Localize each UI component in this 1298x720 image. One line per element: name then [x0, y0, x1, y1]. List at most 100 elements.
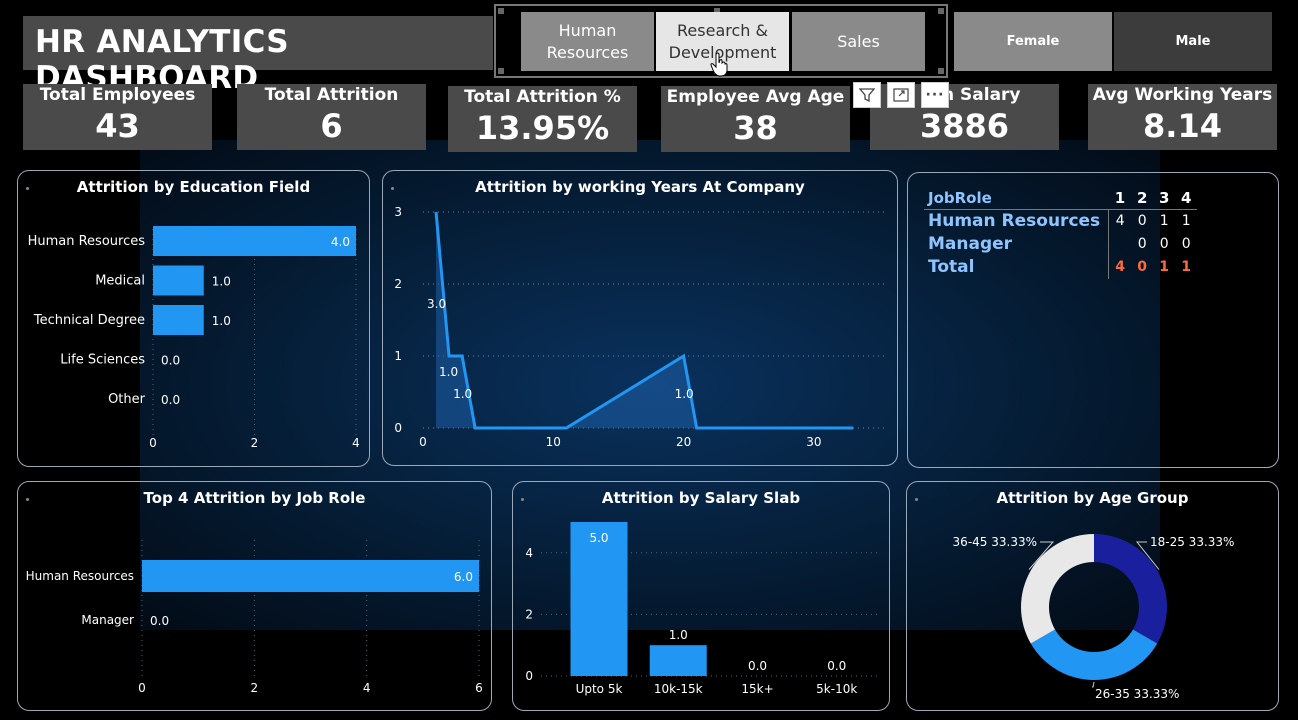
y-tick-label: 3: [394, 205, 402, 219]
working-years-chart-card[interactable]: Attrition by working Years At Company 0 1…: [382, 170, 898, 466]
bar: [649, 645, 707, 676]
chart-title: Attrition by Education Field: [76, 178, 311, 196]
resize-handle[interactable]: [938, 8, 944, 14]
data-label: 0.0: [161, 354, 180, 368]
resize-handle[interactable]: [498, 8, 504, 14]
resize-handle[interactable]: [714, 8, 720, 14]
x-tick-label: 30: [806, 435, 821, 449]
y-tick-label: 2: [394, 277, 402, 291]
matrix-total-cell: 1: [1159, 259, 1170, 275]
area-fill: [436, 212, 853, 428]
kpi-avg-working-years: Avg Working Years 8.14: [1088, 84, 1277, 150]
category-label: Upto 5k: [576, 682, 623, 696]
bar: [153, 226, 356, 256]
matrix-row[interactable]: Human Resources 4 0 1 1: [924, 209, 1197, 233]
x-tick-label: 0: [138, 681, 146, 695]
more-options-icon[interactable]: ···: [921, 82, 949, 108]
data-label: 1.0: [212, 275, 231, 289]
job-role-chart-card[interactable]: Top 4 Attrition by Job Role 0 2 4 6 Human Re…: [17, 481, 492, 711]
category-label: Medical: [95, 274, 145, 289]
matrix-header-col[interactable]: 4: [1175, 187, 1198, 210]
kpi-total-attrition-percent: Total Attrition % 13.95%: [448, 86, 637, 152]
matrix-cell: 0: [1159, 236, 1169, 252]
x-tick-label: 10: [546, 435, 561, 449]
hand-cursor-icon: [710, 52, 728, 77]
data-label: 0.0: [827, 659, 846, 673]
department-slicer-sales[interactable]: Sales: [792, 12, 925, 71]
donut-slice: [1021, 534, 1094, 644]
data-label: 6.0: [454, 570, 473, 584]
salary-slab-chart-card[interactable]: Attrition by Salary Slab 0 2 4 5.0 Upto 5k 1.…: [512, 481, 890, 711]
resize-handle[interactable]: [498, 68, 504, 74]
data-label: 4.0: [331, 235, 350, 249]
matrix-cell: 4: [1108, 209, 1132, 233]
dashboard-title: HR ANALYTICS DASHBOARD: [35, 24, 289, 96]
x-tick-label: 0: [149, 436, 157, 450]
x-tick-label: 2: [251, 681, 259, 695]
matrix-header-col[interactable]: 3: [1153, 187, 1176, 210]
slice-label: 26-35 33.33%: [1095, 687, 1179, 701]
bar: [142, 560, 479, 592]
category-label: Manager: [81, 613, 134, 627]
department-slicer-research-development[interactable]: Research & Development: [656, 12, 789, 71]
x-tick-label: 2: [251, 436, 259, 450]
chart-title: Attrition by working Years At Company: [475, 178, 805, 196]
matrix-header-col[interactable]: 2: [1131, 187, 1154, 210]
visual-header-toolbar: ···: [853, 82, 949, 108]
chart-title: Attrition by Salary Slab: [601, 489, 801, 507]
data-label: 0.0: [150, 614, 169, 628]
category-label: Life Sciences: [60, 353, 145, 368]
education-field-chart-card[interactable]: Attrition by Education Field 0 2 4 Human Re…: [17, 170, 370, 467]
matrix-row[interactable]: Manager 0 0 0: [924, 233, 1197, 256]
leader-line: [1092, 681, 1095, 688]
matrix-row-label: Manager: [928, 234, 1013, 254]
x-tick-label: 4: [352, 436, 360, 450]
matrix-total-row[interactable]: Total 4 0 1 1: [924, 256, 1197, 279]
focus-mode-icon[interactable]: [887, 82, 915, 108]
gender-slicer-male[interactable]: Male: [1114, 12, 1272, 71]
category-label: 15k+: [741, 682, 773, 696]
x-tick-label: 20: [676, 435, 691, 449]
matrix-cell: 1: [1181, 213, 1191, 229]
leader-line: [1028, 541, 1055, 570]
age-group-donut-chart: 18-25 33.33% 26-35 33.33% 36-45 33.33%: [953, 534, 1234, 701]
bar: [570, 522, 628, 676]
jobrole-matrix: JobRole 1 2 3 4 Human Resources 4 0 1 1 …: [924, 187, 1198, 279]
chart-title: Top 4 Attrition by Job Role: [143, 489, 366, 507]
resize-handle[interactable]: [938, 68, 944, 74]
data-label: 5.0: [589, 531, 608, 545]
matrix-header-jobrole[interactable]: JobRole: [924, 187, 1109, 210]
y-tick-label: 2: [525, 607, 533, 621]
category-label: Technical Degree: [33, 313, 145, 328]
slice-label: 36-45 33.33%: [953, 535, 1037, 549]
kpi-employee-avg-age: Employee Avg Age 38: [661, 86, 850, 152]
category-label: 5k-10k: [816, 682, 857, 696]
category-label: Human Resources: [26, 569, 134, 583]
matrix-cell: [1108, 233, 1132, 256]
data-label: 3.0: [427, 297, 446, 311]
filter-icon[interactable]: [853, 82, 881, 108]
matrix-row-label: Human Resources: [928, 211, 1101, 231]
department-slicer-human-resources[interactable]: Human Resources: [521, 12, 654, 71]
gender-slicer-female[interactable]: Female: [954, 12, 1112, 71]
category-label: 10k-15k: [654, 682, 703, 696]
data-label: 0.0: [161, 393, 180, 407]
data-label: 1.0: [439, 365, 458, 379]
jobrole-matrix-card[interactable]: JobRole 1 2 3 4 Human Resources 4 0 1 1 …: [907, 172, 1279, 468]
bar: [153, 265, 204, 296]
x-tick-label: 4: [363, 681, 371, 695]
y-tick-label: 0: [525, 669, 533, 683]
kpi-total-employees: Total Employees 43: [23, 84, 212, 150]
matrix-header-col[interactable]: 1: [1108, 187, 1132, 210]
x-tick-label: 0: [419, 435, 427, 449]
matrix-cell: 0: [1137, 213, 1147, 229]
education-field-bar-chart: 0 2 4 Human Resources 4.0 Medical 1.0 Technical…: [28, 226, 360, 450]
y-tick-label: 4: [525, 546, 533, 560]
y-tick-label: 1: [394, 349, 402, 363]
matrix-cell: 1: [1159, 213, 1169, 229]
age-group-chart-card[interactable]: Attrition by Age Group 18-25 33.33% 26-35…: [906, 481, 1279, 711]
slice-label: 18-25 33.33%: [1150, 535, 1234, 549]
donut-slice: [1030, 629, 1158, 680]
data-label: 1.0: [212, 314, 231, 328]
